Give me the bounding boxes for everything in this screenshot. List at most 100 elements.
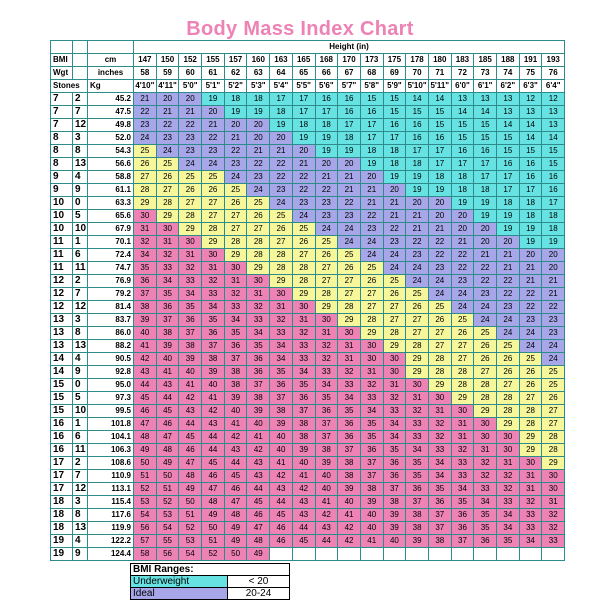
bmi-cell: 28 xyxy=(541,443,566,457)
stones-cell: 17 xyxy=(50,482,73,496)
bmi-cell: 19 xyxy=(541,235,566,249)
bmi-cell: 23 xyxy=(496,300,520,314)
pounds-cell: 11 xyxy=(72,261,88,275)
stones-cell: 9 xyxy=(50,170,73,184)
bmi-cell: 23 xyxy=(541,313,566,327)
bmi-cell: 32 xyxy=(496,482,520,496)
bmi-label: BMI xyxy=(50,53,73,67)
bmi-cell: 21 xyxy=(541,274,566,288)
bmi-cell: 35 xyxy=(405,469,429,483)
stones-cell: 17 xyxy=(50,456,73,470)
kg-cell: 113.1 xyxy=(87,482,134,496)
bmi-cell: 31 xyxy=(178,248,203,262)
bmi-cell: 42 xyxy=(291,482,316,496)
bmi-cell: 18 xyxy=(541,209,566,223)
stones-cell: 8 xyxy=(50,131,73,145)
stones-cell: 8 xyxy=(50,144,73,158)
bmi-cell: 30 xyxy=(246,274,271,288)
bmi-cell: 43 xyxy=(246,469,271,483)
inches-header-cell: 74 xyxy=(496,66,520,80)
bmi-cell: 26 xyxy=(496,365,520,379)
bmi-cell: 25 xyxy=(518,352,543,366)
bmi-cell: 19 xyxy=(359,157,384,171)
bmi-cell: 29 xyxy=(518,443,543,457)
cm-header-cell: 155 xyxy=(201,53,225,67)
legend-ideal-row: Ideal 20-24 xyxy=(130,587,290,600)
pounds-cell: 3 xyxy=(72,495,88,509)
bmi-cell: 32 xyxy=(473,456,497,470)
bmi-cell: 39 xyxy=(201,365,225,379)
bmi-cell: 26 xyxy=(473,352,497,366)
bmi-cell: 27 xyxy=(337,287,361,301)
bmi-cell: 28 xyxy=(427,365,452,379)
bmi-cell: 32 xyxy=(133,235,157,249)
bmi-cell: 32 xyxy=(246,300,271,314)
bmi-cell: 18 xyxy=(405,157,429,171)
bmi-cell: 33 xyxy=(405,430,429,444)
bmi-cell: 36 xyxy=(246,365,271,379)
bmi-cell: 15 xyxy=(541,157,566,171)
bmi-cell: 33 xyxy=(359,391,384,405)
bmi-cell: 26 xyxy=(314,248,339,262)
bmi-cell: 25 xyxy=(359,261,384,275)
bmi-cell: 29 xyxy=(405,365,429,379)
table-row: 13 8 86.0 40 38 37 36 35 34 33 32 31 30 29 28 27 27 26 25 2… xyxy=(50,326,566,340)
feet-header-cell: 5'11" xyxy=(427,79,452,93)
table-row: 17 12 113.1 52 51 49 47 46 44 43 42 40 39 38 37 36 35 34 3… xyxy=(50,482,566,496)
table-row: 11 6 72.4 34 32 31 30 29 28 28 27 26 25 24 24 23 22 22 21 2… xyxy=(50,248,566,262)
bmi-cell xyxy=(473,547,497,561)
bmi-cell: 17 xyxy=(427,157,452,171)
bmi-cell: 22 xyxy=(518,300,543,314)
bmi-cell: 22 xyxy=(246,157,271,171)
bmi-cell: 39 xyxy=(155,339,180,353)
bmi-cell: 28 xyxy=(246,248,271,262)
bmi-cell: 21 xyxy=(450,235,475,249)
bmi-cell: 41 xyxy=(133,339,157,353)
bmi-cell: 35 xyxy=(382,443,407,457)
bmi-cell xyxy=(450,547,475,561)
bmi-cell: 26 xyxy=(541,391,566,405)
bmi-cell: 20 xyxy=(269,131,293,145)
inches-header-cell: 76 xyxy=(541,66,566,80)
bmi-cell: 23 xyxy=(246,170,271,184)
table-row: 14 4 90.5 42 40 39 38 37 36 34 33 32 31 30 30 29 28 27 26 2… xyxy=(50,352,566,366)
bmi-cell: 29 xyxy=(405,352,429,366)
bmi-cell xyxy=(337,547,361,561)
bmi-cell: 14 xyxy=(450,105,475,119)
bmi-cell: 13 xyxy=(496,92,520,106)
bmi-cell: 52 xyxy=(178,521,203,535)
label-spacer xyxy=(72,53,88,67)
bmi-cell: 27 xyxy=(450,339,475,353)
bmi-cell: 21 xyxy=(291,157,316,171)
table-row: 12 7 79.2 37 35 34 33 32 31 30 29 28 27 27 26 25 24 24 23 2… xyxy=(50,287,566,301)
stones-cell: 10 xyxy=(50,196,73,210)
bmi-cell: 56 xyxy=(133,521,157,535)
bmi-cell: 28 xyxy=(314,287,339,301)
bmi-cell: 33 xyxy=(518,521,543,535)
bmi-cell: 30 xyxy=(427,391,452,405)
bmi-cell: 35 xyxy=(269,365,293,379)
pounds-cell: 8 xyxy=(72,144,88,158)
bmi-cell: 36 xyxy=(178,313,203,327)
feet-header-cell: 5'7" xyxy=(337,79,361,93)
bmi-cell: 18 xyxy=(427,170,452,184)
bmi-cell: 48 xyxy=(155,443,180,457)
bmi-cell: 45 xyxy=(155,404,180,418)
bmi-cell: 36 xyxy=(359,443,384,457)
table-row: 10 0 63.3 29 28 27 27 26 25 24 23 23 22 21 21 20 20 19 19 1… xyxy=(50,196,566,210)
bmi-cell: 26 xyxy=(337,261,361,275)
bmi-cell: 14 xyxy=(518,131,543,145)
bmi-cell: 24 xyxy=(382,261,407,275)
bmi-cell: 25 xyxy=(133,144,157,158)
table-row: 17 2 108.6 50 49 47 45 44 43 41 40 39 38 37 36 35 34 33 32… xyxy=(50,456,566,470)
bmi-cell: 39 xyxy=(133,313,157,327)
bmi-cell: 33 xyxy=(337,378,361,392)
bmi-cell: 44 xyxy=(155,391,180,405)
wgt-label: Wgt xyxy=(50,66,73,80)
bmi-cell: 46 xyxy=(155,417,180,431)
bmi-cell: 16 xyxy=(314,92,339,106)
bmi-cell: 49 xyxy=(155,456,180,470)
bmi-cell: 41 xyxy=(359,534,384,548)
bmi-cell: 20 xyxy=(246,131,271,145)
bmi-cell: 51 xyxy=(155,482,180,496)
